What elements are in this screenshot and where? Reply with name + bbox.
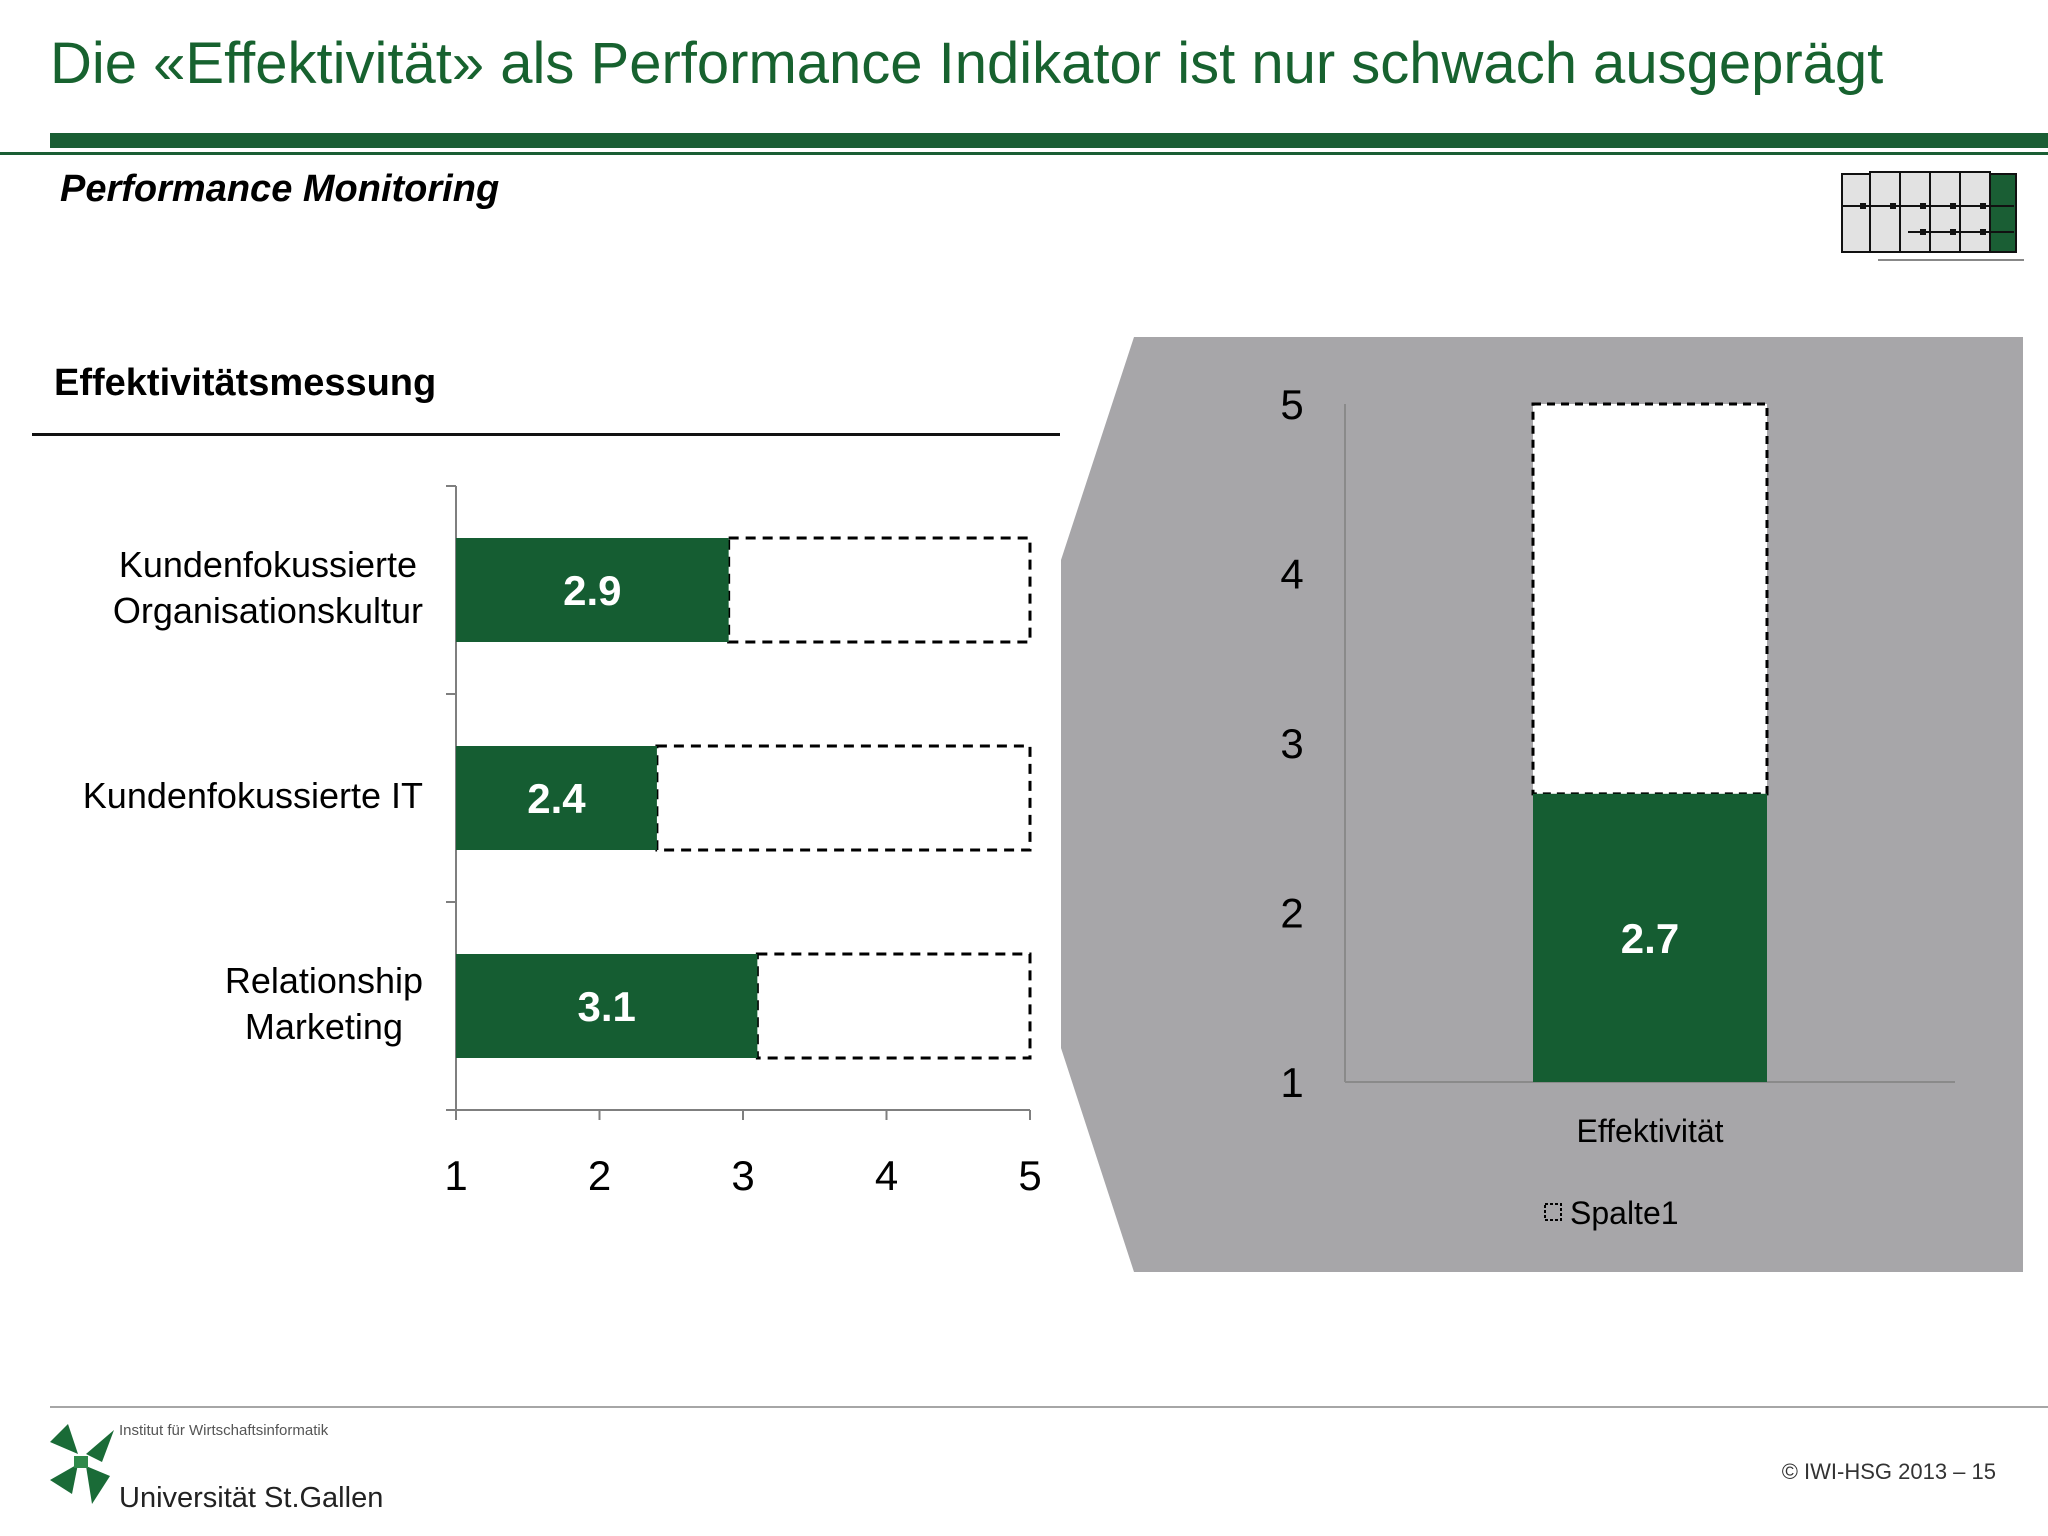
category-label: Kundenfokussierte IT <box>83 773 423 819</box>
category-label: Relationship Marketing <box>225 958 423 1050</box>
section-title: Effektivitätsmessung <box>54 362 437 404</box>
y-tick-label: 1 <box>1280 1059 1303 1106</box>
data-label: 2.9 <box>563 567 621 614</box>
bar-remainder <box>655 744 1032 852</box>
category-label-line: Marketing <box>244 1006 403 1047</box>
slide-title: Die «Effektivität» als Performance Indik… <box>50 31 1884 96</box>
data-label: 3.1 <box>577 983 635 1030</box>
bar-remainder <box>755 952 1032 1060</box>
title-divider-thin <box>0 152 2048 155</box>
slide-subtitle: Performance Monitoring <box>60 168 500 210</box>
bar <box>456 954 758 1058</box>
bar <box>1533 793 1767 1082</box>
y-tick-label: 2 <box>1280 890 1303 937</box>
y-tick-label: 4 <box>1280 551 1303 598</box>
bar <box>456 538 729 642</box>
x-tick-label: 1 <box>444 1152 467 1199</box>
y-tick-label: 5 <box>1280 381 1303 428</box>
footer-rule <box>50 1406 2048 1408</box>
institute-name: Institut für Wirtschaftsinformatik <box>119 1422 329 1439</box>
x-tick-label: 3 <box>731 1152 754 1199</box>
x-tick-label: 5 <box>1018 1152 1041 1199</box>
bar-remainder <box>727 536 1032 644</box>
x-category-label: Effektivität <box>1576 1113 1723 1149</box>
process-stages-icon <box>1841 171 2024 261</box>
legend-label: Spalte1 <box>1570 1195 1679 1231</box>
copyright-page: © IWI-HSG 2013 – 15 <box>1781 1459 1996 1484</box>
category-label-line: Relationship <box>224 960 423 1001</box>
title-divider-thick <box>50 133 2048 148</box>
data-label: 2.4 <box>527 775 586 822</box>
data-label: 2.7 <box>1621 915 1679 962</box>
section-rule <box>32 433 1060 436</box>
bar-remainder <box>1531 402 1769 796</box>
category-label-line: Kundenfokussierte <box>118 544 418 585</box>
bar <box>456 746 657 850</box>
x-tick-label: 2 <box>588 1152 611 1199</box>
category-label-line: Kundenfokussierte IT <box>82 775 423 816</box>
university-logo-icon <box>50 1424 114 1504</box>
x-tick-label: 4 <box>875 1152 898 1199</box>
university-name: Universität St.Gallen <box>119 1482 384 1514</box>
category-label-line: Organisationskultur <box>112 590 423 631</box>
category-label: Kundenfokussierte Organisationskultur <box>113 542 423 634</box>
legend-swatch <box>1544 1203 1562 1221</box>
y-tick-label: 3 <box>1280 720 1303 767</box>
